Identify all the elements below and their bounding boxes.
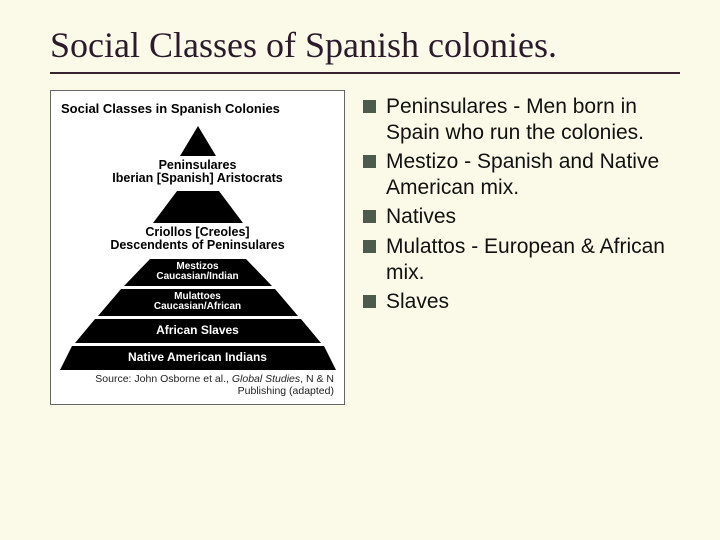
bullet-marker-icon [363,295,376,308]
bullet-marker-icon [363,210,376,223]
pyramid-layer-caption: PeninsularesIberian [Spanish] Aristocrat… [57,159,338,185]
list-item: Mulattos - European & African mix. [363,234,680,285]
bullet-text: Slaves [386,289,680,315]
figure-title: Social Classes in Spanish Colonies [61,101,338,116]
pyramid-diagram: PeninsularesIberian [Spanish] Aristocrat… [57,126,338,370]
list-item: Peninsulares - Men born in Spain who run… [363,94,680,145]
pyramid-layer: PeninsularesIberian [Spanish] Aristocrat… [57,126,338,185]
pyramid-layer: MestizosCaucasian/Indian [57,259,338,286]
list-item: Natives [363,204,680,230]
bullet-marker-icon [363,100,376,113]
bullet-text: Mestizo - Spanish and Native American mi… [386,149,680,200]
figure-source: Source: John Osborne et al., Global Stud… [57,373,338,398]
title-rule [50,72,680,74]
slide-body: Social Classes in Spanish Colonies Penin… [50,90,680,405]
slide: Social Classes of Spanish colonies. Soci… [0,0,720,540]
source-prefix: Source: John Osborne et al., [95,373,232,385]
pyramid-layer: MulattoesCaucasian/African [57,289,338,316]
bullet-marker-icon [363,155,376,168]
list-item: Mestizo - Spanish and Native American mi… [363,149,680,200]
pyramid-layer-caption: Criollos [Creoles]Descendents of Peninsu… [57,226,338,252]
bullet-text: Natives [386,204,680,230]
pyramid-layer: Native American Indians [57,346,338,370]
bullet-marker-icon [363,240,376,253]
page-title: Social Classes of Spanish colonies. [50,24,680,66]
list-item: Slaves [363,289,680,315]
bullet-list: Peninsulares - Men born in Spain who run… [363,90,680,319]
pyramid-figure: Social Classes in Spanish Colonies Penin… [50,90,345,405]
bullet-text: Mulattos - European & African mix. [386,234,680,285]
source-italic: Global Studies [232,373,300,385]
bullet-text: Peninsulares - Men born in Spain who run… [386,94,680,145]
pyramid-layer: African Slaves [57,319,338,343]
pyramid-layer: Criollos [Creoles]Descendents of Peninsu… [57,191,338,252]
